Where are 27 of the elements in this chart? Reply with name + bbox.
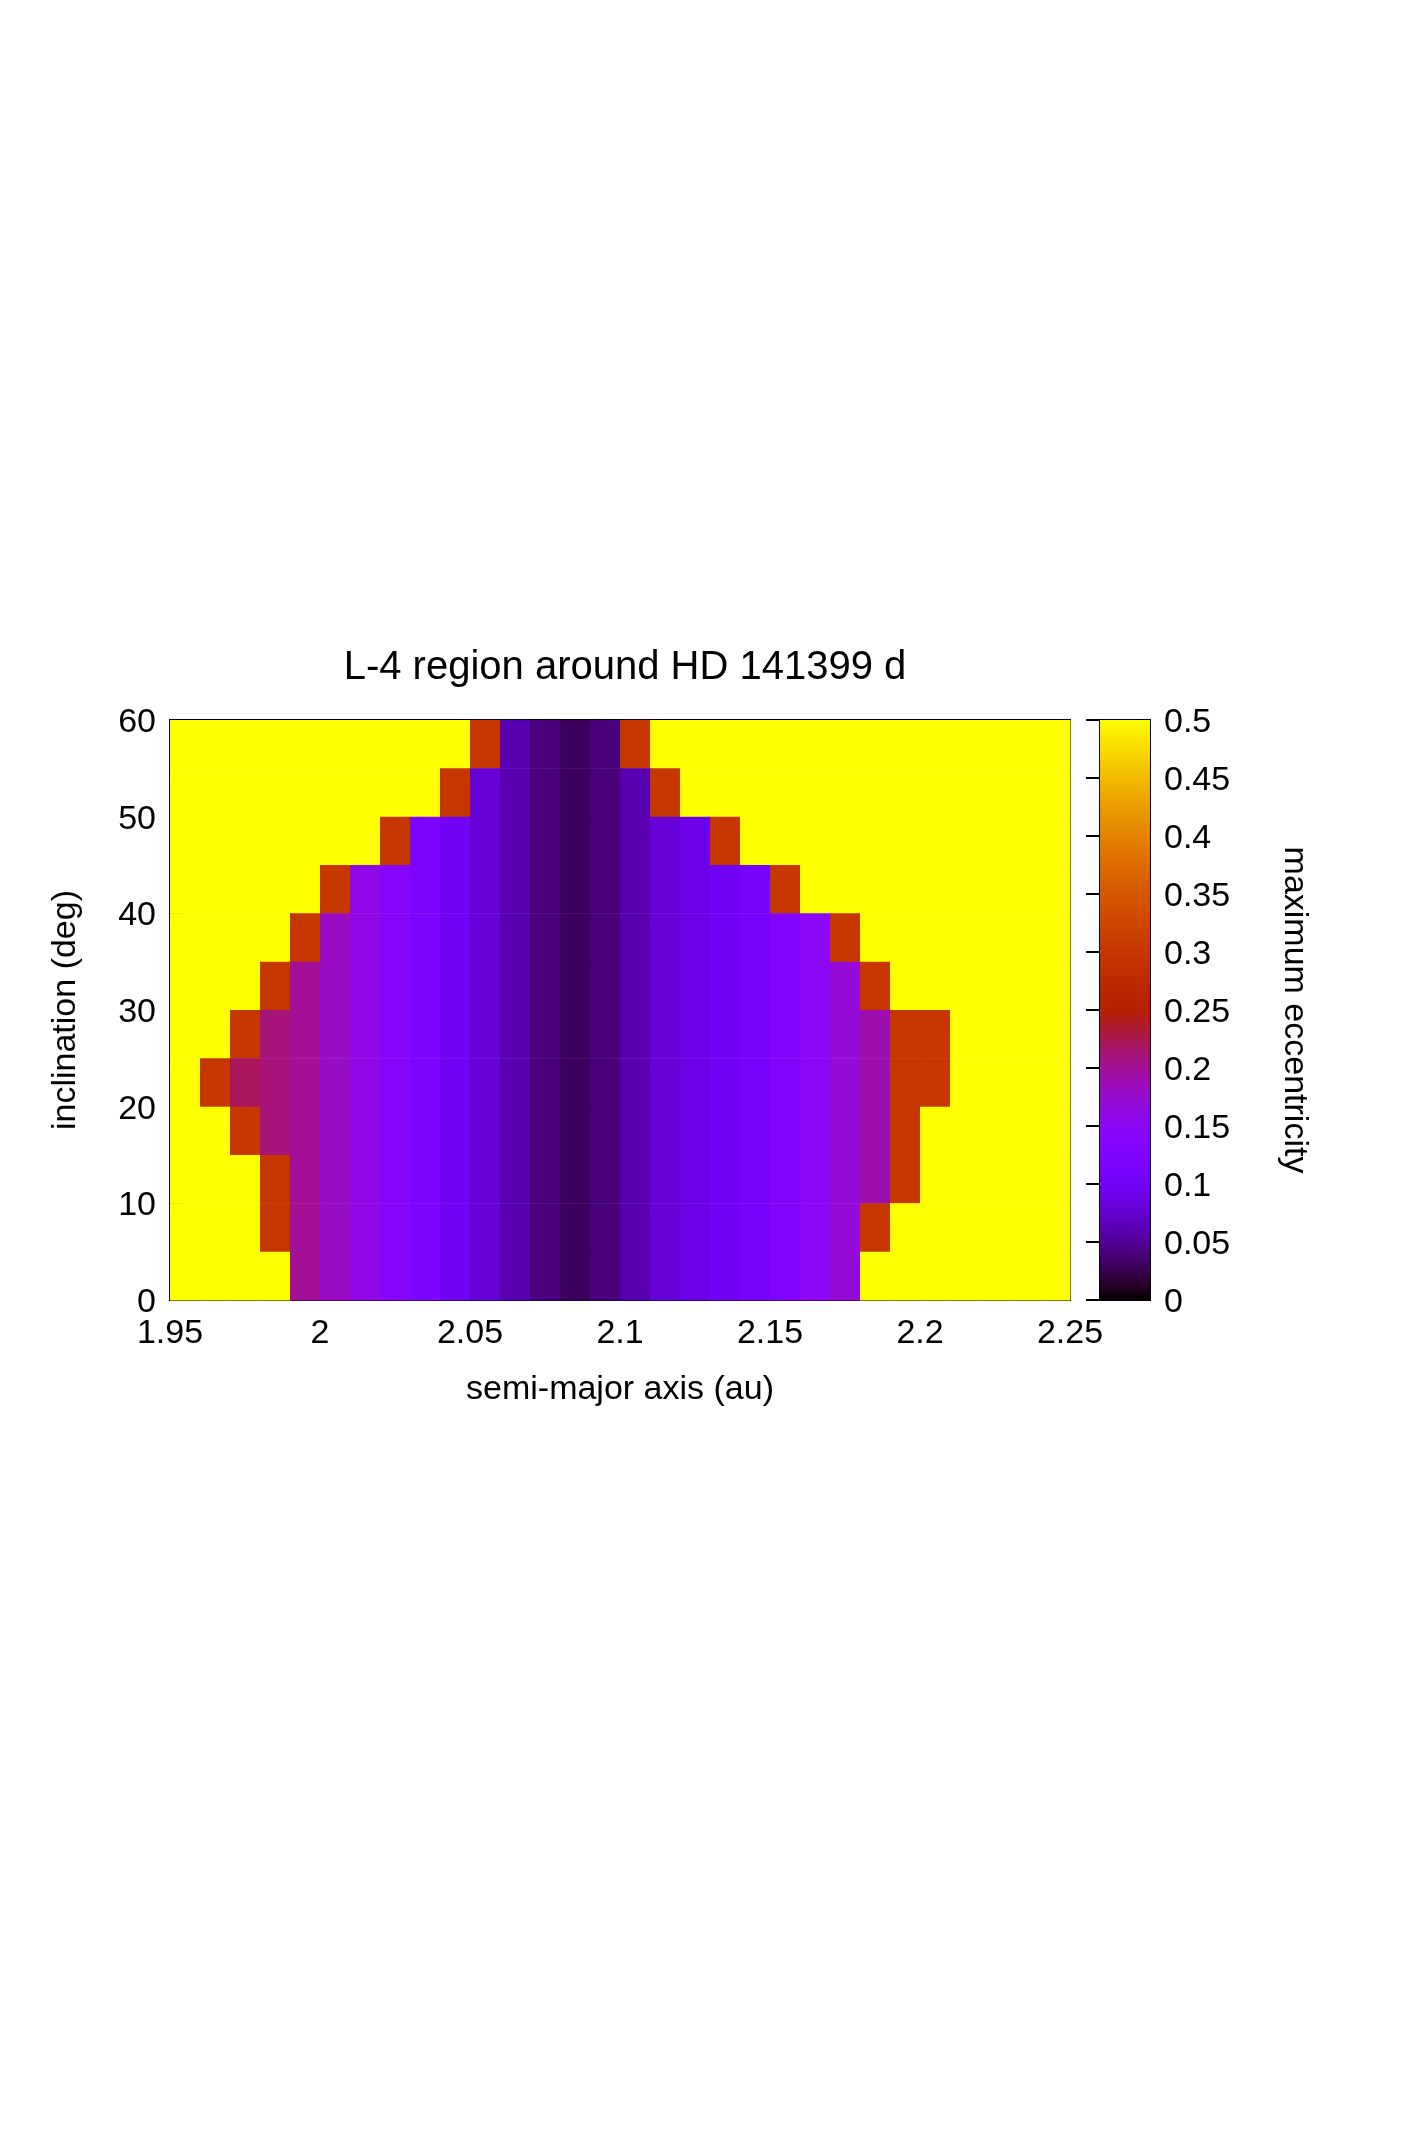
color-bar-label: 0.25 [1164, 991, 1231, 1029]
x-tick-label: 2.1 [596, 1312, 644, 1350]
x-tick-label: 2.25 [1036, 1312, 1104, 1350]
chart-title: L-4 region around HD 141399 d [343, 643, 907, 687]
x-axis-title: semi-major axis (au) [466, 1368, 774, 1406]
color-bar-label: 0.15 [1164, 1107, 1231, 1145]
color-bar-title: maximum eccentricity [1278, 846, 1316, 1174]
y-axis-title: inclination (deg) [44, 889, 82, 1131]
color-bar-label: 0 [1164, 1281, 1183, 1319]
x-tick-label: 2 [310, 1312, 330, 1350]
color-bar-label: 0.2 [1164, 1049, 1212, 1087]
x-tick-label: 2.05 [436, 1312, 504, 1350]
color-bar-label: 0.45 [1164, 759, 1231, 797]
y-tick-label: 40 [118, 894, 156, 933]
y-tick-label: 30 [118, 991, 156, 1029]
color-bar-label: 0.5 [1164, 701, 1212, 739]
x-tick-label: 2.2 [896, 1312, 944, 1350]
color-bar-label: 0.3 [1164, 933, 1212, 971]
y-tick-label: 60 [118, 701, 156, 739]
y-tick-label: 10 [118, 1184, 156, 1223]
y-tick-label: 20 [118, 1087, 156, 1126]
color-bar-label: 0.4 [1164, 817, 1212, 855]
color-bar-label: 0.1 [1164, 1165, 1212, 1203]
color-bar-label: 0.05 [1164, 1223, 1231, 1261]
y-tick-label: 50 [118, 797, 156, 836]
color-bar-label: 0.35 [1164, 875, 1231, 913]
x-tick-label: 2.15 [736, 1312, 804, 1350]
